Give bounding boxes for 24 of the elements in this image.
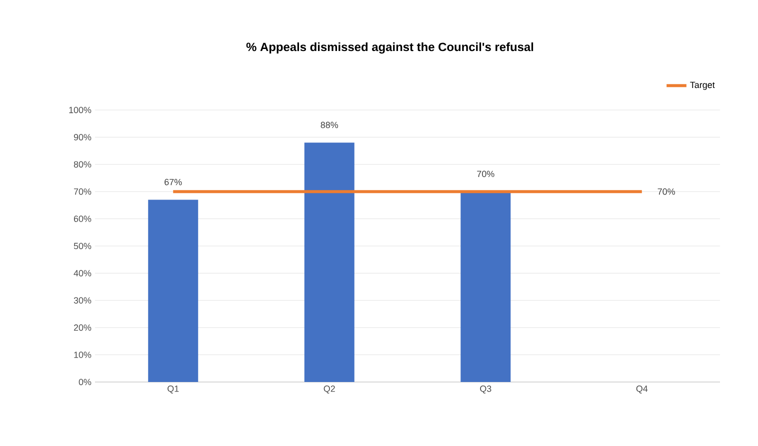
y-tick-label: 80%	[74, 161, 92, 168]
data-label: 70%	[658, 188, 675, 195]
y-tick-label: 30%	[74, 297, 92, 304]
x-tick-label: Q2	[324, 386, 335, 394]
y-tick-label: 40%	[74, 270, 92, 276]
bar	[460, 192, 511, 382]
legend-label: Target	[690, 82, 715, 90]
y-tick-label: 10%	[74, 352, 92, 358]
y-tick-label: 20%	[74, 324, 92, 331]
data-label: 67%	[164, 178, 182, 186]
data-label: 70%	[477, 170, 494, 178]
y-tick-label: 0%	[78, 378, 92, 386]
y-tick-label: 90%	[74, 134, 92, 140]
y-tick-label: 100%	[69, 106, 92, 114]
y-tick-label: 60%	[74, 216, 92, 222]
bar	[304, 142, 354, 382]
x-tick-label: Q3	[480, 386, 492, 394]
bar	[148, 200, 198, 382]
chart-title: % Appeals dismissed against the Council's refusal	[246, 42, 534, 54]
y-tick-label: 70%	[74, 188, 92, 195]
y-tick-label: 50%	[74, 242, 92, 250]
data-label: 88%	[320, 122, 338, 128]
x-tick-label: Q4	[636, 386, 648, 394]
x-tick-label: Q1	[168, 386, 179, 394]
